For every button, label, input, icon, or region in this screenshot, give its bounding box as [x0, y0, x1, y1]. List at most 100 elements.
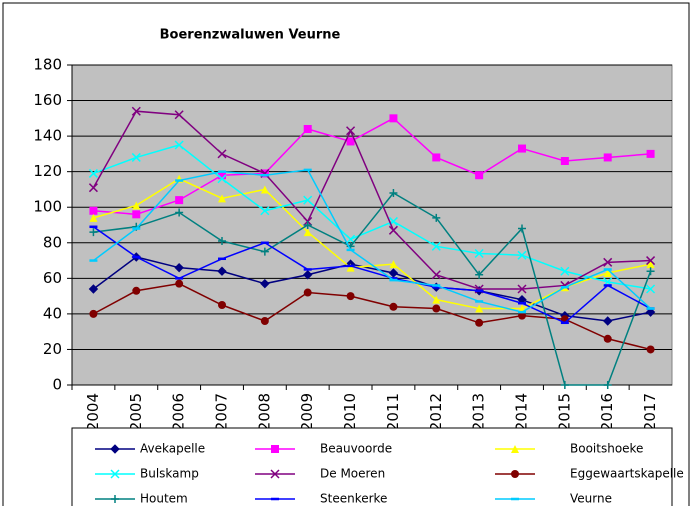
data-point [346, 292, 355, 301]
data-point [174, 110, 184, 120]
data-point [260, 278, 270, 289]
data-point [646, 256, 656, 266]
x-tick-label: 2006 [170, 393, 188, 431]
data-point [603, 316, 613, 326]
data-point [131, 106, 141, 116]
data-point [346, 263, 355, 272]
data-point [645, 307, 656, 317]
x-tick-label: 2013 [470, 393, 488, 431]
x-tick-label: 2009 [298, 393, 316, 431]
data-point [89, 309, 98, 318]
data-point [346, 137, 355, 146]
x-tick-label: 2014 [513, 393, 531, 431]
data-point [303, 221, 312, 229]
legend-marker [110, 469, 120, 479]
series-line [92, 226, 651, 324]
data-point [432, 213, 441, 222]
y-tick-label: 120 [33, 162, 62, 180]
x-tick-label: 2015 [555, 393, 573, 431]
data-point [132, 201, 141, 210]
data-point [260, 206, 270, 216]
x-tick-label: 2004 [84, 393, 102, 431]
data-point [475, 318, 484, 327]
series-line [93, 282, 651, 351]
data-point [260, 317, 269, 325]
x-tick-label: 2012 [427, 393, 445, 431]
legend-label: Avekapelle [140, 442, 205, 456]
data-point [646, 260, 655, 269]
data-point [389, 302, 398, 311]
series-line [92, 110, 651, 290]
data-point [603, 381, 612, 389]
series-line [93, 117, 651, 216]
legend-marker [111, 495, 119, 503]
legend-label: Bulskamp [140, 467, 199, 481]
data-point [346, 126, 356, 136]
data-point [646, 267, 655, 276]
series-line [92, 169, 652, 313]
series-line [93, 192, 652, 386]
data-point [303, 288, 312, 297]
data-point [432, 295, 441, 304]
legend-label: Booitshoeke [570, 442, 643, 456]
data-point [603, 334, 612, 343]
data-point [303, 195, 313, 205]
y-tick-label: 40 [43, 304, 62, 322]
data-point [303, 228, 312, 237]
x-tick-label: 2011 [384, 393, 402, 431]
data-point [389, 260, 398, 269]
data-point [560, 266, 570, 276]
data-point [646, 149, 655, 158]
y-tick-label: 0 [52, 376, 62, 394]
data-point [89, 206, 98, 215]
data-point [432, 304, 441, 313]
data-point [388, 268, 399, 278]
legend-marker [271, 445, 279, 453]
data-point [175, 196, 184, 205]
data-point [217, 149, 227, 159]
data-point [260, 185, 269, 194]
y-tick-label: 60 [43, 269, 62, 287]
data-point [431, 270, 441, 280]
data-point [218, 237, 226, 245]
x-tick-label: 2016 [598, 393, 616, 431]
data-point [218, 194, 226, 203]
data-point [132, 210, 141, 219]
data-point [174, 262, 184, 273]
x-tick-label: 2008 [255, 393, 273, 431]
data-point [518, 224, 526, 233]
data-point [518, 144, 526, 153]
plot-area [71, 64, 673, 386]
y-tick-label: 180 [33, 56, 62, 74]
data-point [646, 345, 655, 354]
data-point [475, 270, 484, 279]
legend-marker [511, 445, 519, 453]
x-tick-label: 2005 [127, 393, 145, 431]
data-point [218, 171, 226, 180]
legend-label: Steenkerke [320, 492, 387, 506]
legend-label: De Moeren [320, 467, 385, 481]
data-point [260, 247, 269, 256]
x-tick-label: 2007 [213, 393, 231, 431]
data-point [131, 152, 141, 162]
data-point [603, 257, 613, 267]
data-point [88, 183, 98, 193]
legend-label: Eggewaartskapelle [570, 467, 684, 481]
data-point [432, 153, 441, 162]
data-point [132, 286, 141, 295]
series-line [93, 144, 651, 290]
data-point [560, 381, 569, 389]
data-point [560, 157, 569, 165]
data-point [217, 266, 227, 276]
x-tick-label: 2017 [641, 393, 659, 431]
data-point [431, 241, 441, 251]
series-line [92, 256, 651, 322]
legend-marker [511, 470, 519, 478]
data-point [175, 279, 184, 288]
data-point [646, 284, 656, 294]
data-point [475, 171, 484, 180]
data-point [603, 269, 612, 277]
data-point [474, 248, 484, 258]
legend [71, 427, 673, 510]
data-point [603, 153, 612, 162]
